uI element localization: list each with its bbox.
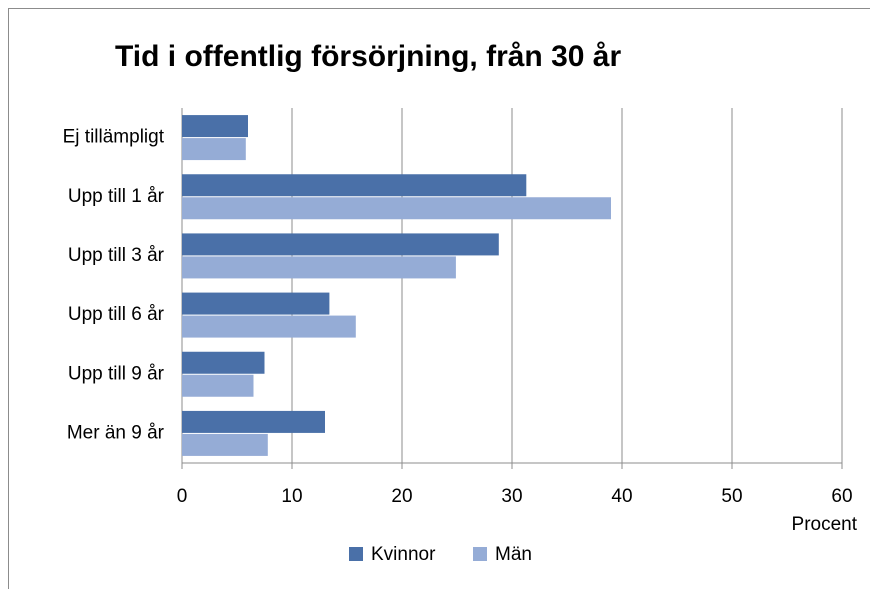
bar	[182, 115, 248, 138]
chart-frame	[8, 8, 870, 589]
bar	[182, 138, 246, 161]
x-tick-label: 20	[391, 486, 412, 507]
bar	[182, 315, 356, 338]
bar	[182, 433, 268, 456]
bar	[182, 197, 611, 220]
bar	[182, 351, 265, 374]
legend-swatch	[349, 547, 363, 561]
bar	[182, 174, 527, 197]
bar	[182, 374, 254, 397]
y-tick-label: Upp till 6 år	[68, 304, 165, 325]
legend-swatch	[473, 547, 487, 561]
bar	[182, 233, 499, 256]
x-axis-label: Procent	[792, 514, 858, 535]
bar	[182, 410, 325, 433]
y-tick-label: Upp till 3 år	[68, 245, 165, 266]
legend-label: Kvinnor	[371, 544, 436, 565]
y-tick-label: Upp till 9 år	[68, 363, 165, 384]
x-tick-label: 0	[177, 486, 188, 507]
legend-label: Män	[495, 544, 532, 565]
bar	[182, 292, 330, 315]
x-tick-label: 10	[281, 486, 302, 507]
x-tick-label: 30	[501, 486, 522, 507]
bar	[182, 256, 456, 279]
y-tick-label: Upp till 1 år	[68, 186, 165, 207]
y-tick-label: Ej tillämpligt	[63, 127, 165, 148]
y-tick-label: Mer än 9 år	[67, 422, 165, 443]
x-tick-label: 60	[831, 486, 852, 507]
x-tick-label: 40	[611, 486, 632, 507]
x-tick-label: 50	[721, 486, 742, 507]
chart-title: Tid i offentlig försörjning, från 30 år	[115, 40, 621, 73]
